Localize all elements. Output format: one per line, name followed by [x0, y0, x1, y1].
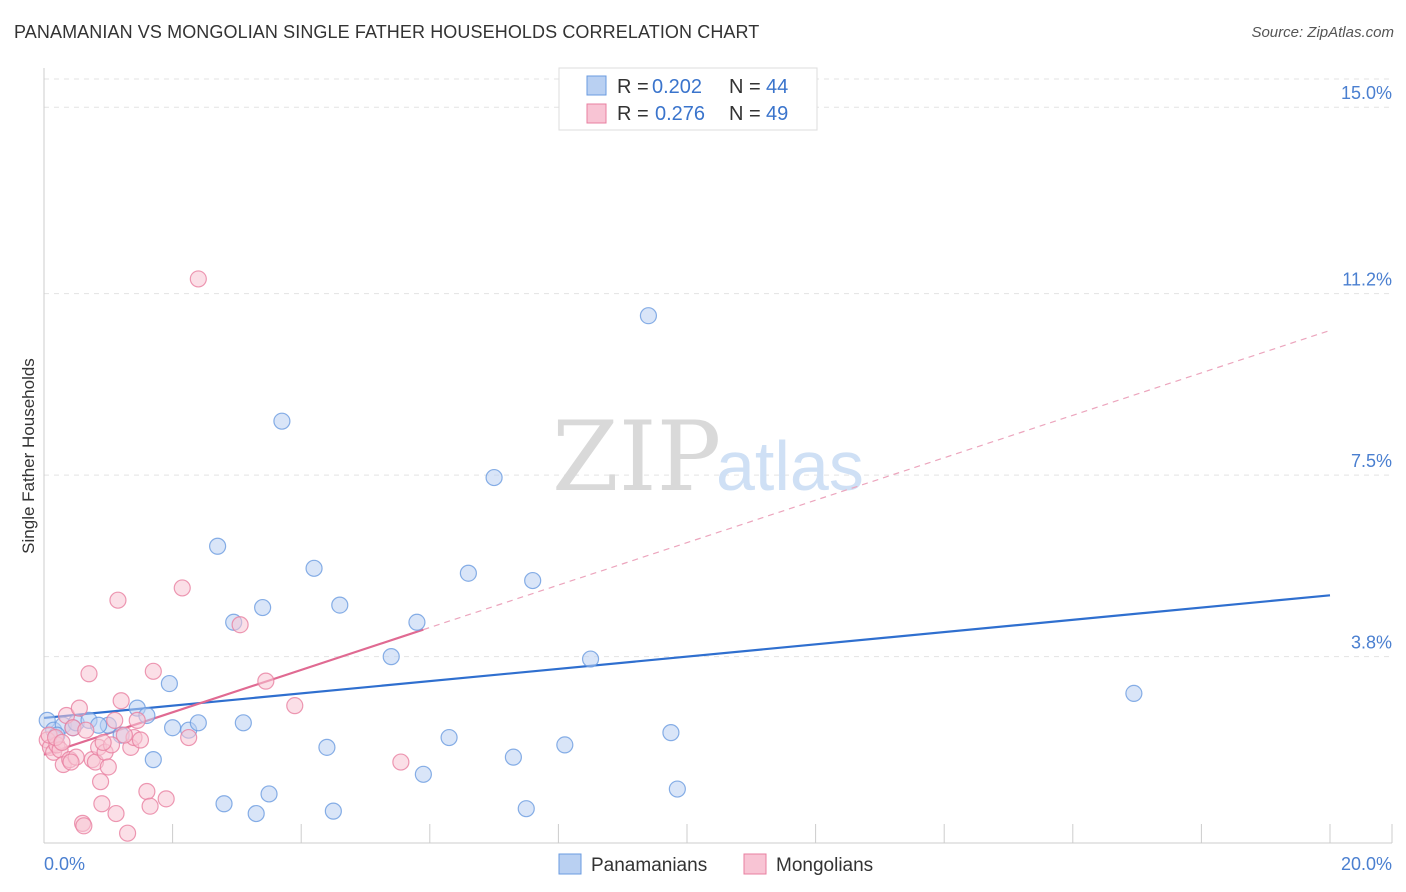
legend-r-label-mongolians: R = — [617, 103, 654, 125]
point-panamanian — [234, 714, 252, 732]
point-mongolian — [77, 721, 95, 739]
source-label: Source: ZipAtlas.com — [1251, 24, 1394, 41]
point-mongolian — [109, 591, 127, 609]
bottom-legend-swatch-panamanians — [558, 853, 582, 875]
watermark-atlas: atlas — [716, 427, 864, 505]
point-panamanian — [1125, 684, 1143, 702]
legend-r-value-panamanians: 0.202 — [652, 76, 702, 98]
point-mongolian — [141, 797, 159, 815]
trend-line-panamanians — [43, 594, 1331, 720]
chart-title: PANAMANIAN VS MONGOLIAN SINGLE FATHER HO… — [14, 22, 760, 42]
point-panamanian — [668, 780, 686, 798]
y-tick-label: 11.2% — [1342, 270, 1392, 290]
point-panamanian — [524, 571, 542, 590]
point-mongolian — [157, 790, 175, 808]
point-panamanian — [504, 748, 522, 766]
point-panamanian — [247, 804, 265, 823]
point-panamanian — [273, 412, 291, 430]
point-panamanian — [331, 596, 349, 614]
x-tick-label-max: 20.0% — [1341, 854, 1392, 874]
legend-n-label-panamanians: N = — [729, 76, 766, 98]
legend-r-label-panamanians: R = — [617, 76, 654, 98]
point-panamanian — [581, 650, 600, 668]
bottom-legend-label-mongolians: Mongolians — [776, 855, 873, 876]
point-panamanian — [209, 537, 227, 555]
point-mongolian — [70, 699, 88, 717]
point-panamanian — [324, 802, 342, 820]
point-mongolian — [94, 733, 112, 752]
point-mongolian — [99, 758, 117, 776]
point-mongolian — [106, 711, 124, 729]
watermark-zip: ZIP — [552, 401, 721, 513]
point-mongolian — [118, 824, 137, 842]
legend: R = 0.202 N = 44 R = 0.276 N = 49 — [558, 67, 818, 131]
trend-lines — [43, 329, 1331, 756]
grid-lines — [44, 78, 1392, 658]
trend-line-mongolians — [43, 628, 424, 756]
point-panamanian — [254, 598, 272, 617]
point-mongolian — [138, 782, 156, 801]
data-points — [38, 270, 1143, 842]
point-panamanian — [189, 714, 207, 732]
point-mongolian — [62, 753, 80, 771]
trend-line-dashed-mongolians — [423, 329, 1331, 631]
point-mongolian — [53, 733, 71, 752]
point-mongolian — [392, 753, 410, 771]
x-tick-label-min: 0.0% — [44, 854, 85, 874]
point-mongolian — [107, 804, 125, 823]
watermark: ZIP atlas — [552, 401, 864, 513]
bottom-legend: Panamanians Mongolians — [558, 853, 873, 876]
point-panamanian — [639, 307, 658, 325]
point-panamanian — [160, 674, 178, 693]
point-panamanian — [440, 728, 458, 747]
point-mongolian — [112, 692, 130, 710]
point-panamanian — [408, 613, 426, 631]
point-panamanian — [164, 719, 182, 737]
legend-swatch-panamanians — [586, 75, 607, 96]
legend-swatch-mongolians — [586, 103, 607, 124]
y-tick-labels: 3.8% 7.5% 11.2% 15.0% — [1341, 83, 1392, 652]
point-panamanian — [556, 736, 574, 754]
bottom-legend-label-panamanians: Panamanians — [591, 855, 707, 876]
legend-r-value-mongolians: 0.276 — [655, 103, 705, 125]
point-mongolian — [257, 672, 275, 690]
y-tick-label: 3.8% — [1351, 633, 1392, 653]
point-panamanian — [260, 785, 278, 803]
legend-n-value-panamanians: 44 — [766, 76, 788, 98]
point-mongolian — [189, 270, 207, 288]
point-panamanian — [485, 468, 503, 487]
point-mongolian — [180, 728, 198, 747]
point-mongolian — [286, 697, 304, 715]
point-mongolian — [93, 795, 111, 813]
point-mongolian — [131, 731, 150, 749]
point-panamanian — [144, 751, 162, 769]
legend-n-label-mongolians: N = — [729, 103, 766, 125]
point-panamanian — [305, 559, 323, 577]
point-panamanian — [215, 795, 233, 813]
point-panamanian — [318, 738, 336, 756]
point-panamanian — [662, 724, 680, 742]
bottom-legend-swatch-mongolians — [743, 853, 767, 875]
point-mongolian — [80, 665, 98, 683]
legend-n-value-mongolians: 49 — [766, 103, 788, 125]
y-tick-label: 7.5% — [1351, 451, 1392, 471]
point-panamanian — [517, 800, 535, 818]
point-panamanian — [459, 564, 477, 582]
point-mongolian — [173, 579, 191, 597]
point-panamanian — [414, 765, 432, 783]
point-mongolian — [75, 817, 93, 835]
point-mongolian — [231, 616, 249, 634]
x-tick-marks — [172, 824, 1393, 843]
point-panamanian — [382, 648, 400, 666]
point-mongolian — [91, 773, 110, 791]
point-mongolian — [128, 711, 146, 729]
point-mongolian — [115, 726, 133, 744]
point-mongolian — [144, 662, 162, 680]
y-tick-label: 15.0% — [1341, 83, 1392, 103]
y-axis-label: Single Father Households — [19, 358, 38, 554]
